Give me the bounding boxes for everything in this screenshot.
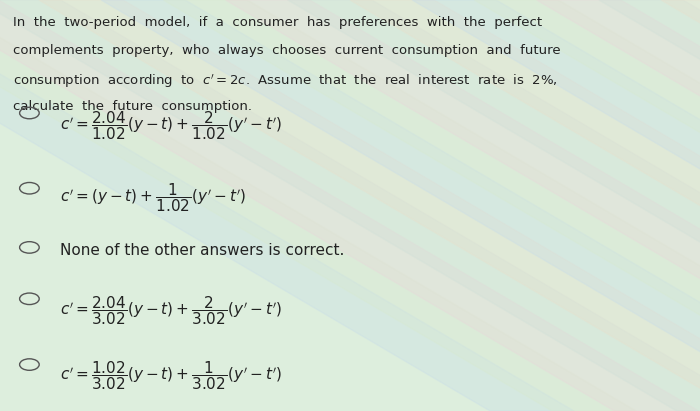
Polygon shape [0, 0, 636, 411]
Text: In  the  two-period  model,  if  a  consumer  has  preferences  with  the  perfe: In the two-period model, if a consumer h… [13, 16, 542, 30]
Text: consumption  according  to  $c' = 2c$.  Assume  that  the  real  interest  rate : consumption according to $c' = 2c$. Assu… [13, 72, 557, 90]
Polygon shape [163, 0, 700, 411]
Text: $c' = \dfrac{1.02}{3.02}(y-t)+\dfrac{1}{3.02}(y'-t')$: $c' = \dfrac{1.02}{3.02}(y-t)+\dfrac{1}{… [60, 360, 281, 393]
Polygon shape [288, 0, 700, 411]
Text: $c' = \dfrac{2.04}{3.02}(y-t)+\dfrac{2}{3.02}(y'-t')$: $c' = \dfrac{2.04}{3.02}(y-t)+\dfrac{2}{… [60, 294, 281, 327]
Polygon shape [475, 0, 700, 411]
Text: $c' = \dfrac{2.04}{1.02}(y-t)+\dfrac{2}{1.02}(y'-t')$: $c' = \dfrac{2.04}{1.02}(y-t)+\dfrac{2}{… [60, 109, 281, 142]
Polygon shape [599, 0, 700, 411]
Polygon shape [225, 0, 700, 411]
Polygon shape [0, 0, 574, 411]
Polygon shape [101, 0, 700, 411]
Polygon shape [661, 0, 700, 411]
Polygon shape [412, 0, 700, 411]
Text: $c' = (y-t)+\dfrac{1}{1.02}(y'-t')$: $c' = (y-t)+\dfrac{1}{1.02}(y'-t')$ [60, 181, 246, 214]
Text: complements  property,  who  always  chooses  current  consumption  and  future: complements property, who always chooses… [13, 44, 560, 58]
Polygon shape [537, 0, 700, 411]
Text: calculate  the  future  consumption.: calculate the future consumption. [13, 100, 251, 113]
Text: None of the other answers is correct.: None of the other answers is correct. [60, 243, 344, 258]
Polygon shape [350, 0, 700, 411]
Polygon shape [39, 0, 700, 411]
